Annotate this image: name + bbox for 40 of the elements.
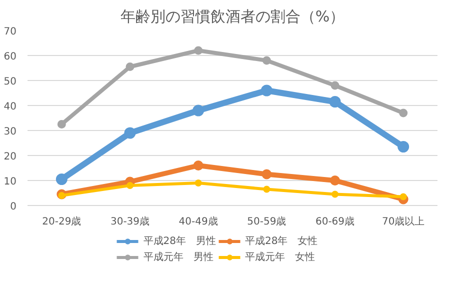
point (260, 84, 272, 96)
point (58, 192, 66, 199)
point (192, 104, 204, 116)
point (193, 160, 204, 170)
point (56, 174, 68, 185)
point (400, 193, 407, 200)
point (124, 127, 136, 139)
x-tick-label: 70歳以上 (382, 216, 425, 228)
point (330, 176, 340, 186)
x-tick-label: 60-69歳 (315, 216, 355, 228)
point (263, 186, 270, 193)
point (398, 141, 410, 152)
x-tick-label: 50-59歳 (247, 216, 286, 228)
point (329, 96, 341, 108)
x-tick-label: 40-49歳 (178, 216, 218, 228)
point (399, 108, 408, 118)
point (330, 81, 340, 90)
y-tick-label: 0 (10, 202, 17, 212)
x-tick-label: 30-39歳 (110, 216, 150, 228)
point (332, 190, 338, 198)
legend-label: 平成元年 男性 (143, 250, 214, 264)
legend-label: 平成28年 女性 (245, 234, 318, 248)
y-tick-label: 40 (4, 102, 17, 112)
point (126, 182, 134, 189)
point (194, 180, 202, 186)
y-tick-label: 70 (4, 26, 17, 38)
point (57, 120, 66, 128)
y-tick-label: 20 (4, 152, 17, 162)
y-tick-label: 50 (4, 76, 17, 88)
chart-title: 年齢別の習慣飲酒者の割合（%） (120, 8, 345, 26)
y-tick-label: 10 (4, 176, 17, 188)
y-tick-label: 30 (4, 126, 17, 138)
point (262, 169, 272, 180)
y-tick-label: 60 (4, 52, 17, 62)
point (262, 56, 271, 65)
legend-label: 平成28年 男性 (143, 234, 216, 248)
legend-label: 平成元年 女性 (245, 250, 315, 264)
point (126, 62, 134, 71)
point (194, 46, 203, 55)
x-tick-label: 20-29歳 (42, 216, 82, 228)
